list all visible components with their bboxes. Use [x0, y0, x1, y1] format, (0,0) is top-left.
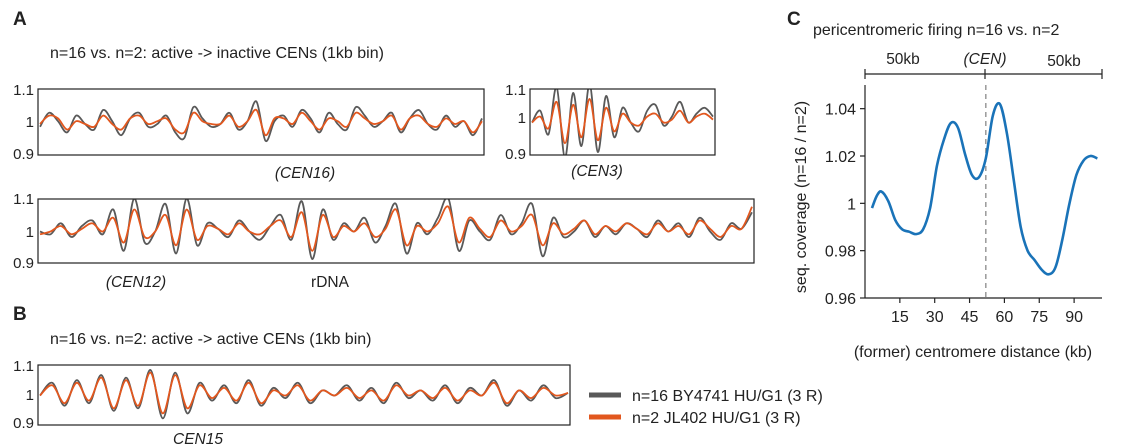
cen15-annotation: CEN15	[173, 431, 223, 448]
series-n2-line-track-cen16	[39, 108, 483, 137]
track-cen12: 1.1 1 0.9 (CEN12) rDNA	[13, 191, 755, 291]
panel-c-ytick-label: 1.02	[825, 149, 856, 166]
panel-c-ytick-label: 1	[847, 196, 856, 213]
rdna-annotation: rDNA	[311, 274, 350, 291]
track-cen12-ytick-top: 1.1	[13, 191, 34, 208]
series-n16-line-track-cen12	[39, 199, 753, 260]
panel-c-xtick-label: 30	[926, 309, 944, 326]
panel-a-title: n=16 vs. n=2: active -> inactive CENs (1…	[50, 45, 384, 62]
legend: n=16 BY4741 HU/G1 (3 R) n=2 JL402 HU/G1 …	[589, 388, 823, 427]
track-cen15-ytick-mid: 1	[26, 387, 34, 404]
track-cen15-lines	[39, 369, 569, 420]
panel-c-axes: 0.96 0.98 1 1.02 1.04 15 30 45 60 75 90	[825, 85, 1102, 326]
span-brackets	[864, 69, 1103, 79]
legend-label-n2: n=2 JL402 HU/G1 (3 R)	[632, 410, 801, 427]
panel-c-ytick-label: 1.04	[825, 102, 856, 119]
track-cen12-ytick-bottom: 0.9	[13, 255, 34, 272]
panel-c-xtick-label: 75	[1030, 309, 1048, 326]
track-cen16-ytick-top: 1.1	[13, 82, 34, 99]
track-cen12-lines	[39, 199, 753, 260]
track-cen16-ytick-bottom: 0.9	[13, 146, 34, 163]
panel-c-ytick-label: 0.98	[825, 244, 856, 261]
track-cen16: 1.1 1 0.9 (CEN16)	[13, 82, 485, 182]
cen3-annotation: (CEN3)	[571, 163, 623, 180]
cen-annotation: (CEN)	[963, 51, 1006, 68]
track-cen15-ytick-bottom: 0.9	[13, 415, 34, 432]
panel-b-label: B	[13, 304, 27, 325]
track-cen12-ytick-mid: 1	[26, 224, 34, 241]
track-cen3-frame	[529, 88, 716, 156]
track-cen16-lines	[39, 100, 483, 142]
track-cen16-frame	[37, 88, 485, 156]
track-cen16-ytick-mid: 1	[26, 114, 34, 131]
panel-c-label: C	[787, 9, 801, 30]
track-cen12-frame	[37, 198, 755, 264]
span-right-label: 50kb	[1047, 53, 1081, 70]
panel-c-xtick-label: 90	[1065, 309, 1083, 326]
coverage-ratio-line	[870, 101, 1098, 276]
track-cen15-ytick-top: 1.1	[13, 358, 34, 375]
series-n2-line-track-cen12	[39, 205, 753, 252]
panel-c-xtick-label: 60	[996, 309, 1014, 326]
cen12-annotation: (CEN12)	[106, 274, 166, 291]
track-cen3-ytick-top: 1.1	[505, 82, 526, 99]
series-n2-line-track-cen3	[531, 97, 714, 145]
track-cen3-lines	[531, 89, 714, 155]
span-left-label: 50kb	[886, 51, 920, 68]
panel-b-title: n=16 vs. n=2: active -> active CENs (1kb…	[50, 331, 371, 348]
panel-c-title: pericentromeric firing n=16 vs. n=2	[813, 22, 1059, 39]
panel-c-xlabel: (former) centromere distance (kb)	[854, 344, 1092, 361]
legend-label-n16: n=16 BY4741 HU/G1 (3 R)	[632, 388, 823, 405]
panel-a-label: A	[13, 9, 27, 30]
panel-c-ytick-label: 0.96	[825, 291, 856, 308]
series-n2-line-track-cen15	[39, 371, 569, 415]
track-cen3-ytick-mid: 1	[518, 110, 526, 127]
panel-c-xtick-label: 45	[961, 309, 979, 326]
track-cen15: 1.1 1 0.9 CEN15	[13, 358, 571, 448]
cen16-annotation: (CEN16)	[275, 165, 335, 182]
series-n16-line-track-cen3	[531, 89, 714, 155]
panel-c-xtick-label: 15	[891, 309, 909, 326]
panel-c-ylabel: seq. coverage (n=16 / n=2)	[793, 101, 810, 293]
track-cen3: 1.1 1 0.9 (CEN3)	[505, 82, 716, 180]
track-cen3-ytick-bottom: 0.9	[505, 146, 526, 163]
track-cen15-frame	[37, 364, 571, 426]
